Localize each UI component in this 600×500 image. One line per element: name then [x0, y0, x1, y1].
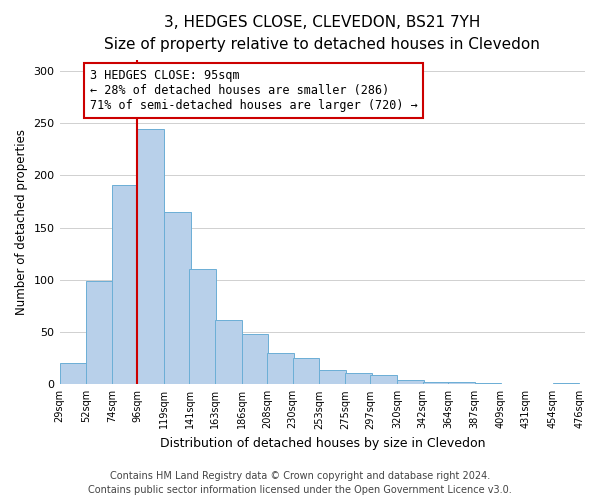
Bar: [397, 380, 424, 384]
Text: Contains HM Land Registry data © Crown copyright and database right 2024.
Contai: Contains HM Land Registry data © Crown c…: [88, 471, 512, 495]
Bar: [215, 320, 242, 384]
Bar: [448, 382, 475, 384]
Bar: [422, 382, 449, 384]
Y-axis label: Number of detached properties: Number of detached properties: [15, 130, 28, 316]
Bar: [190, 270, 216, 384]
Bar: [86, 281, 113, 384]
Bar: [293, 358, 319, 384]
Bar: [242, 334, 268, 384]
Text: 3 HEDGES CLOSE: 95sqm
← 28% of detached houses are smaller (286)
71% of semi-det: 3 HEDGES CLOSE: 95sqm ← 28% of detached …: [90, 68, 418, 112]
Bar: [164, 212, 191, 384]
Title: 3, HEDGES CLOSE, CLEVEDON, BS21 7YH
Size of property relative to detached houses: 3, HEDGES CLOSE, CLEVEDON, BS21 7YH Size…: [104, 15, 540, 52]
Bar: [112, 184, 139, 384]
X-axis label: Distribution of detached houses by size in Clevedon: Distribution of detached houses by size …: [160, 437, 485, 450]
Bar: [59, 364, 86, 384]
Bar: [267, 353, 294, 384]
Bar: [345, 373, 371, 384]
Bar: [319, 370, 346, 384]
Bar: [137, 130, 164, 384]
Bar: [370, 375, 397, 384]
